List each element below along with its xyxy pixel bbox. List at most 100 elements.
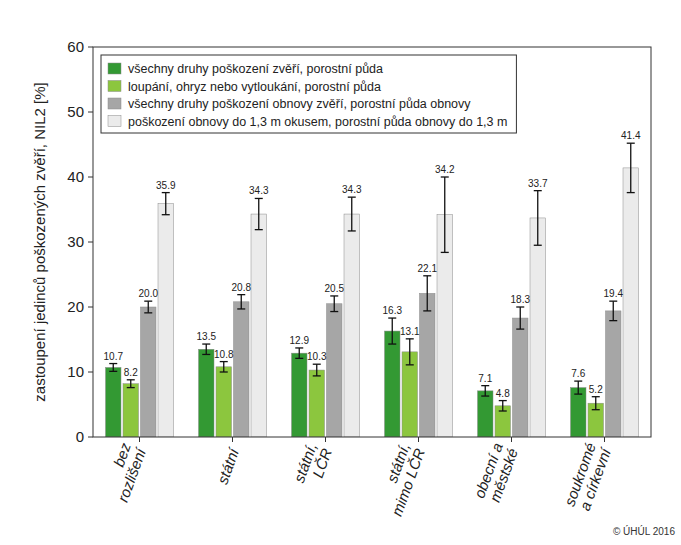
legend-swatch (108, 98, 121, 109)
error-bar (255, 198, 263, 229)
x-tick-label: obecní aměstské (470, 440, 521, 505)
legend-label: všechny druhy poškození obnovy zvěří, po… (128, 97, 471, 111)
error-bar (609, 301, 617, 321)
error-bar (388, 318, 396, 344)
legend-label: všechny druhy poškození zvěří, porostní … (128, 62, 383, 76)
error-bar (516, 307, 524, 329)
data-label: 10.7 (104, 351, 124, 362)
data-label: 7.6 (571, 368, 585, 379)
data-label: 20.5 (325, 283, 345, 294)
legend-box (101, 55, 516, 133)
y-tick (88, 307, 93, 308)
bar (141, 307, 157, 437)
error-bar (330, 296, 338, 312)
x-tick (139, 437, 140, 442)
y-axis-label: zastoupení jedinců poškozených zvěří, NI… (31, 82, 48, 401)
y-tick-label: 50 (67, 103, 84, 120)
error-bar (348, 197, 356, 231)
x-tick-label: státní,LČR (290, 440, 335, 490)
y-tick (88, 112, 93, 113)
error-bar (109, 364, 117, 372)
data-label: 35.9 (156, 180, 176, 191)
y-tick-label: 60 (67, 38, 84, 55)
bar (199, 349, 215, 437)
error-bar (441, 177, 449, 252)
error-bar (592, 397, 600, 410)
y-tick-label: 20 (67, 298, 84, 315)
data-label: 34.2 (435, 164, 455, 175)
data-label: 33.7 (528, 178, 548, 189)
error-bar (144, 301, 152, 313)
error-bar (627, 143, 635, 192)
chart: 0102030405060zastoupení jedinců poškozen… (0, 0, 681, 545)
data-label: 34.3 (342, 184, 362, 195)
data-label: 41.4 (621, 130, 641, 141)
error-bar (127, 380, 135, 388)
legend-label: poškození obnovy do 1,3 m okusem, porost… (128, 115, 507, 129)
y-tick (88, 47, 93, 48)
bar (106, 367, 122, 437)
bar (623, 168, 639, 437)
error-bar (423, 276, 431, 311)
error-bar (534, 191, 542, 246)
y-tick-label: 40 (67, 168, 84, 185)
y-tick-label: 0 (76, 428, 84, 445)
data-label: 19.4 (604, 288, 624, 299)
data-label: 10.8 (214, 349, 234, 360)
bar (478, 391, 494, 437)
bar (123, 384, 139, 437)
data-label: 8.2 (124, 367, 138, 378)
data-label: 12.9 (290, 335, 310, 346)
x-tick-label: státní,mimo LČR (373, 440, 428, 518)
data-label: 16.3 (383, 305, 403, 316)
data-label: 22.1 (418, 263, 438, 274)
bar (530, 218, 546, 437)
bar (495, 406, 511, 437)
bar (571, 388, 587, 437)
plot-frame (93, 47, 651, 437)
error-bar (162, 193, 170, 215)
x-tick (325, 437, 326, 442)
legend-swatch (108, 63, 121, 74)
data-label: 13.5 (197, 331, 217, 342)
error-bar (574, 381, 582, 394)
legend-swatch (108, 81, 121, 92)
error-bar (406, 339, 414, 365)
bar (251, 214, 267, 437)
bar (234, 302, 250, 437)
error-bar (220, 362, 228, 372)
error-bar (313, 364, 321, 376)
data-label: 20.0 (139, 288, 159, 299)
error-bar (295, 348, 303, 358)
error-bar (237, 295, 245, 309)
y-tick-label: 30 (67, 233, 84, 250)
data-labels: 10.78.2 20.0 35.9 13.5 10.8 20.8 34.3 12.9 10.3 2… (104, 130, 641, 398)
legend-label: loupání, ohryz nebo vytloukání, porostní… (128, 80, 381, 94)
x-tick-label: bezrozlišení (99, 439, 150, 504)
y-tick (88, 177, 93, 178)
source: © ÚHÚL 2016 (613, 525, 675, 537)
data-label: 20.8 (232, 282, 252, 293)
legend: všechny druhy poškození zvěří, porostní … (101, 55, 516, 133)
bar (158, 204, 174, 437)
bar (402, 352, 418, 437)
bar (420, 293, 436, 437)
x-tick-label: státní (213, 444, 242, 486)
error-bar (202, 344, 210, 354)
error-bar (499, 401, 507, 411)
bar (385, 331, 401, 437)
data-label: 18.3 (511, 294, 531, 305)
bar (292, 353, 308, 437)
bar (513, 318, 529, 437)
data-label: 10.3 (307, 351, 327, 362)
legend-swatch (108, 116, 121, 127)
x-tick-label: soukroméa církevní (560, 439, 614, 514)
y-tick (88, 372, 93, 373)
data-label: 5.2 (589, 384, 603, 395)
x-tick (418, 437, 419, 442)
bar (606, 311, 622, 437)
x-tick (232, 437, 233, 442)
x-tick (604, 437, 605, 442)
data-label: 13.1 (400, 326, 420, 337)
bar (216, 367, 232, 437)
